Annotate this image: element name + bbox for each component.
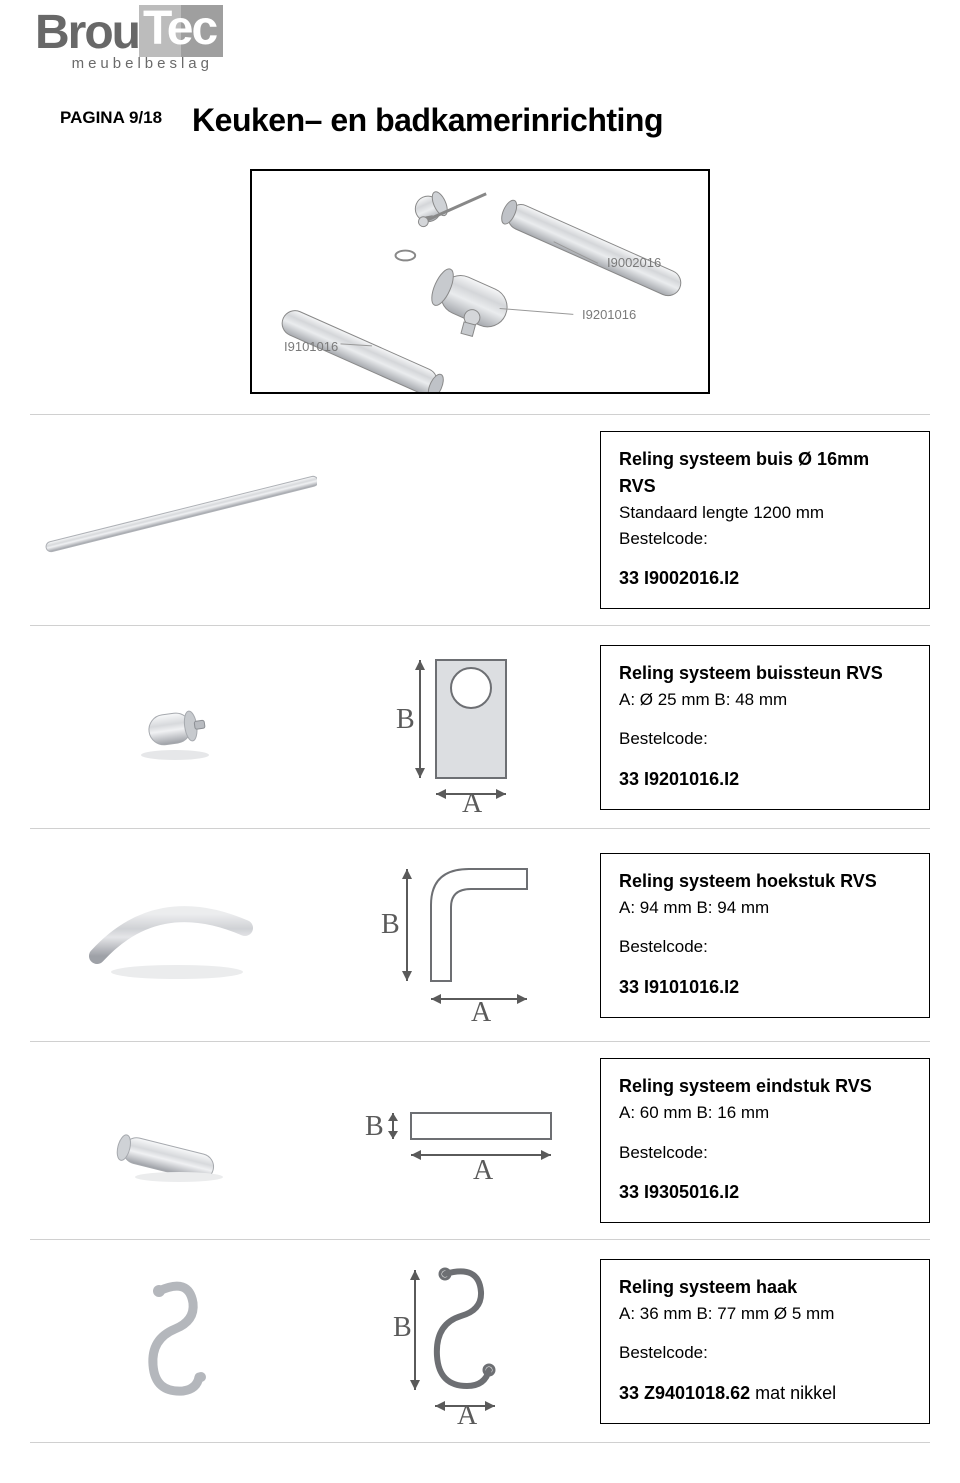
svg-text:B: B	[393, 1312, 412, 1343]
bestelcode-label: Bestelcode:	[619, 1340, 911, 1366]
product-info: Reling systeem hoekstuk RVSA: 94 mm B: 9…	[600, 853, 930, 1018]
product-row: B A Reling systeem eindstuk RVSA: 60 mm …	[30, 1041, 930, 1239]
product-drawing: B A	[344, 845, 580, 1025]
product-photo	[30, 667, 324, 787]
product-drawing	[344, 460, 580, 580]
product-info: Reling systeem haakA: 36 mm B: 77 mm Ø 5…	[600, 1259, 930, 1424]
product-title: Reling systeem hoekstuk RVS	[619, 868, 911, 895]
product-desc: A: 36 mm B: 77 mm Ø 5 mm	[619, 1301, 911, 1327]
assembly-diagram: I9002016 I9201016 I9101016	[30, 169, 930, 394]
product-desc: A: Ø 25 mm B: 48 mm	[619, 687, 911, 713]
product-info: Reling systeem buissteun RVSA: Ø 25 mm B…	[600, 645, 930, 810]
product-row: B A Reling systeem hoekstuk RVSA: 94 mm …	[30, 828, 930, 1041]
product-info: Reling systeem eindstuk RVSA: 60 mm B: 1…	[600, 1058, 930, 1223]
page-number: PAGINA 9/18	[60, 108, 162, 128]
product-row: Reling systeem buis Ø 16mm RVSStandaard …	[30, 414, 930, 625]
svg-text:A: A	[471, 997, 492, 1025]
product-code: 33 I9201016.I2	[619, 766, 911, 793]
product-drawing: B A	[344, 642, 580, 812]
product-info-box: Reling systeem eindstuk RVSA: 60 mm B: 1…	[600, 1058, 930, 1223]
product-drawing: B A	[344, 1256, 580, 1426]
product-title: Reling systeem eindstuk RVS	[619, 1073, 911, 1100]
svg-text:B: B	[365, 1111, 384, 1142]
logo-text-left: Brou	[35, 9, 139, 57]
product-title: Reling systeem buis Ø 16mm	[619, 446, 911, 473]
product-list: Reling systeem buis Ø 16mm RVSStandaard …	[30, 414, 930, 1443]
diagram-part-label: I9002016	[607, 255, 661, 270]
page: Brou Tec meubelbeslag PAGINA 9/18 Keuken…	[0, 0, 960, 1483]
product-info-box: Reling systeem buissteun RVSA: Ø 25 mm B…	[600, 645, 930, 810]
product-row: B A Reling systeem haakA: 36 mm B: 77 mm…	[30, 1239, 930, 1443]
product-desc: A: 94 mm B: 94 mm	[619, 895, 911, 921]
product-photo	[30, 1081, 324, 1201]
diagram-part-label: I9201016	[582, 307, 636, 322]
bestelcode-label: Bestelcode:	[619, 726, 911, 752]
product-info-box: Reling systeem haakA: 36 mm B: 77 mm Ø 5…	[600, 1259, 930, 1424]
svg-text:A: A	[462, 788, 483, 812]
product-code: 33 I9305016.I2	[619, 1179, 911, 1206]
svg-text:B: B	[396, 704, 415, 735]
svg-text:A: A	[473, 1155, 494, 1186]
product-info-box: Reling systeem hoekstuk RVSA: 94 mm B: 9…	[600, 853, 930, 1018]
product-photo	[30, 875, 324, 995]
logo-subtitle: meubelbeslag	[35, 55, 215, 72]
product-code: 33 I9002016.I2	[619, 565, 911, 592]
header-row: PAGINA 9/18 Keuken– en badkamerinrichtin…	[30, 102, 930, 139]
logo-text-right: Tec	[139, 5, 220, 57]
svg-text:B: B	[381, 909, 400, 940]
product-photo	[30, 1271, 324, 1411]
product-info: Reling systeem buis Ø 16mm RVSStandaard …	[600, 431, 930, 609]
product-desc: Standaard lengte 1200 mm	[619, 500, 911, 526]
diagram-part-label: I9101016	[284, 339, 338, 354]
bestelcode-label: Bestelcode:	[619, 1140, 911, 1166]
page-title: Keuken– en badkamerinrichting	[192, 102, 663, 139]
product-title-line2: RVS	[619, 473, 911, 500]
product-photo	[30, 460, 324, 580]
product-info-box: Reling systeem buis Ø 16mm RVSStandaard …	[600, 431, 930, 609]
bestelcode-label: Bestelcode:	[619, 934, 911, 960]
product-desc: A: 60 mm B: 16 mm	[619, 1100, 911, 1126]
product-title: Reling systeem buissteun RVS	[619, 660, 911, 687]
product-drawing: B A	[344, 1081, 580, 1201]
svg-text:A: A	[457, 1400, 478, 1426]
logo: Brou Tec meubelbeslag	[35, 5, 930, 72]
bestelcode-label: Bestelcode:	[619, 526, 911, 552]
product-title: Reling systeem haak	[619, 1274, 911, 1301]
product-code: 33 Z9401018.62 mat nikkel	[619, 1380, 911, 1407]
product-row: B A Reling systeem buissteun RVSA: Ø 25 …	[30, 625, 930, 828]
product-code: 33 I9101016.I2	[619, 974, 911, 1001]
